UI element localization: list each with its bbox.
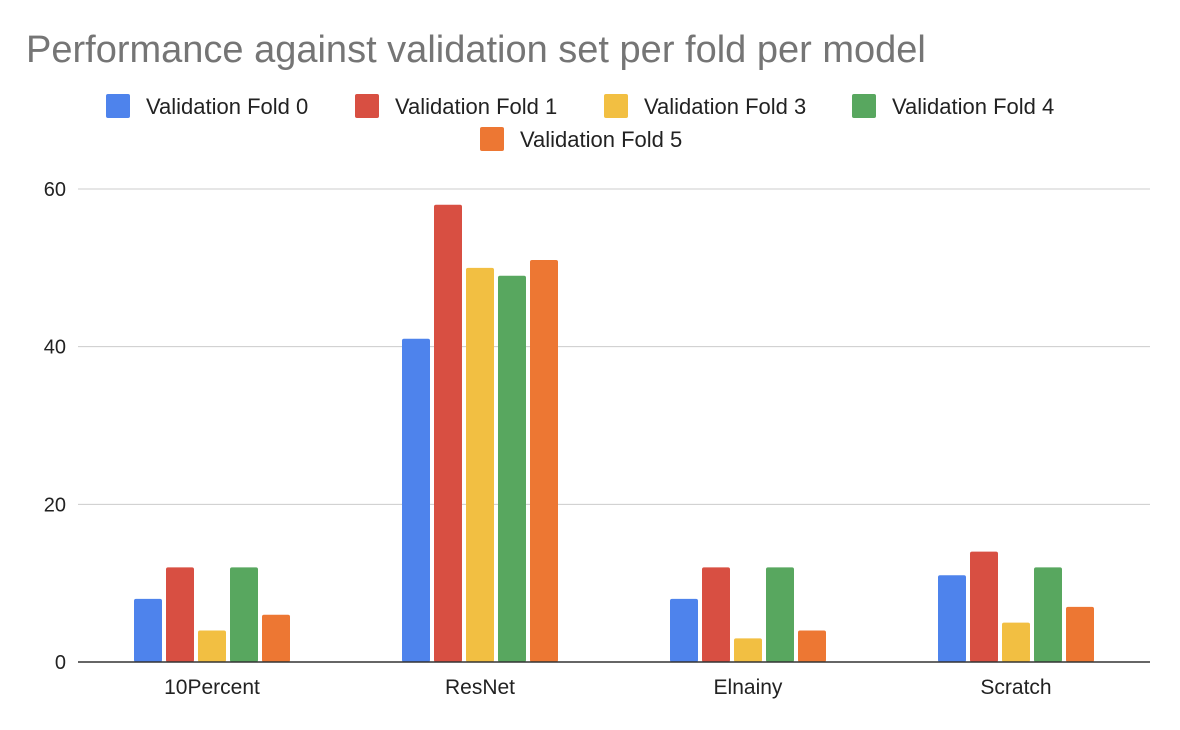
legend-swatch xyxy=(852,94,876,118)
bars xyxy=(134,204,1094,662)
x-tick-label: ResNet xyxy=(445,676,515,699)
bar xyxy=(262,614,290,662)
legend-label: Validation Fold 5 xyxy=(520,127,682,152)
legend-swatch xyxy=(106,94,130,118)
bar xyxy=(766,567,794,662)
bar xyxy=(702,567,730,662)
legend-label: Validation Fold 1 xyxy=(395,94,557,119)
chart-title: Performance against validation set per f… xyxy=(26,29,926,71)
x-tick-label: 10Percent xyxy=(164,676,260,699)
legend-item: Validation Fold 3 xyxy=(604,94,806,119)
bar xyxy=(166,567,194,662)
bar xyxy=(530,259,558,662)
bar xyxy=(1034,567,1062,662)
legend-item: Validation Fold 1 xyxy=(355,94,557,119)
bar xyxy=(134,598,162,662)
bar xyxy=(230,567,258,662)
legend-swatch xyxy=(604,94,628,118)
legend-item: Validation Fold 5 xyxy=(480,127,682,152)
legend-item: Validation Fold 4 xyxy=(852,94,1054,119)
x-tick-label: Elnainy xyxy=(714,676,783,699)
bar xyxy=(434,204,462,662)
y-tick-label: 20 xyxy=(44,494,66,516)
bar xyxy=(1002,622,1030,662)
bar xyxy=(734,638,762,662)
bar xyxy=(798,630,826,662)
bar xyxy=(402,338,430,662)
legend: Validation Fold 0 Validation Fold 1 Valida… xyxy=(106,94,1054,152)
bar xyxy=(1066,606,1094,662)
bar xyxy=(670,598,698,662)
bar xyxy=(938,575,966,662)
legend-item: Validation Fold 0 xyxy=(106,94,308,119)
legend-swatch xyxy=(480,127,504,151)
y-axis: 0 20 40 60 xyxy=(44,179,66,674)
x-tick-label: Scratch xyxy=(980,676,1051,699)
y-tick-label: 40 xyxy=(44,337,66,359)
legend-label: Validation Fold 4 xyxy=(892,94,1054,119)
bar xyxy=(198,630,226,662)
bar xyxy=(466,267,494,662)
gridlines xyxy=(78,188,1150,505)
y-tick-label: 60 xyxy=(44,179,66,201)
legend-swatch xyxy=(355,94,379,118)
y-tick-label: 0 xyxy=(55,652,66,674)
legend-label: Validation Fold 0 xyxy=(146,94,308,119)
bar xyxy=(970,551,998,662)
x-axis: 10Percent ResNet Elnainy Scratch xyxy=(164,676,1051,699)
bar xyxy=(498,275,526,662)
legend-label: Validation Fold 3 xyxy=(644,94,806,119)
